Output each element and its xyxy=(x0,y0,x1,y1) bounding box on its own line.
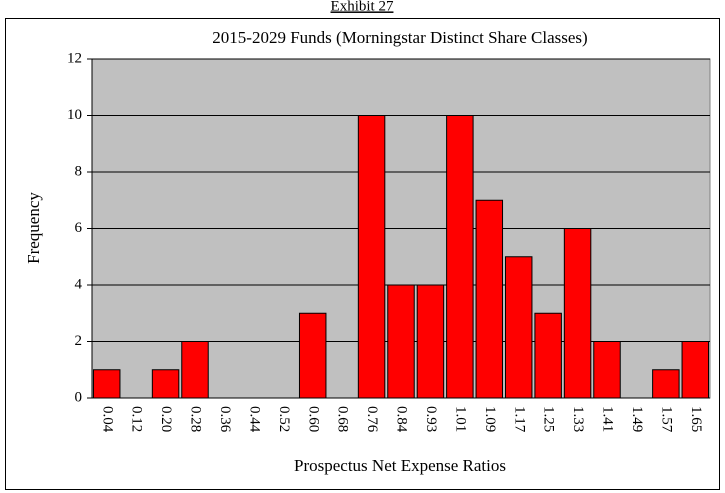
y-tick-label: 12 xyxy=(67,50,82,66)
x-tick-label: 0.20 xyxy=(158,406,174,432)
y-tick-label: 6 xyxy=(75,220,83,236)
chart-title: 2015-2029 Funds (Morningstar Distinct Sh… xyxy=(212,28,587,47)
x-tick-label: 0.60 xyxy=(305,406,321,432)
bar xyxy=(593,341,621,399)
x-axis-label: Prospectus Net Expense Ratios xyxy=(294,456,506,475)
x-tick-label: 1.41 xyxy=(600,406,616,432)
bar xyxy=(681,341,710,399)
x-tick-label: 0.76 xyxy=(364,406,380,433)
bar xyxy=(563,228,592,399)
x-tick-label: 0.36 xyxy=(217,406,233,433)
bar xyxy=(298,312,327,399)
x-tick-label: 1.33 xyxy=(570,406,586,432)
bar xyxy=(387,284,415,399)
x-tick-label: 1.57 xyxy=(658,406,674,433)
bar xyxy=(534,312,562,399)
bar xyxy=(357,115,386,399)
header: Exhibit 27 xyxy=(331,0,394,14)
x-tick-label: 0.68 xyxy=(335,406,351,432)
x-tick-label: 0.04 xyxy=(99,406,115,433)
bar xyxy=(181,341,209,399)
bar xyxy=(504,256,533,399)
x-tick-label: 0.28 xyxy=(188,406,204,432)
x-tick-label: 1.01 xyxy=(452,406,468,432)
x-tick-label: 1.25 xyxy=(541,406,557,432)
y-tick-label: 2 xyxy=(75,333,83,349)
bar xyxy=(475,199,504,399)
bar xyxy=(416,284,445,399)
y-tick-label: 4 xyxy=(75,276,83,292)
y-tick-label: 8 xyxy=(75,163,83,179)
x-tick-label: 0.84 xyxy=(394,406,410,433)
x-tick-label: 1.49 xyxy=(629,406,645,432)
bar xyxy=(652,369,680,399)
x-tick-label: 1.17 xyxy=(511,406,527,433)
x-tick-label: 0.93 xyxy=(423,406,439,432)
y-tick-label: 10 xyxy=(67,107,82,123)
bar xyxy=(446,115,474,399)
bar xyxy=(92,369,121,399)
y-tick-label: 0 xyxy=(75,389,83,405)
x-tick-label: 1.65 xyxy=(688,406,704,432)
x-tick-label: 0.52 xyxy=(276,406,292,432)
x-tick-label: 0.44 xyxy=(246,406,262,433)
x-tick-label: 0.12 xyxy=(129,406,145,432)
bar xyxy=(151,369,180,399)
x-tick-label: 1.09 xyxy=(482,406,498,432)
y-axis-label: Frequency xyxy=(24,192,43,264)
